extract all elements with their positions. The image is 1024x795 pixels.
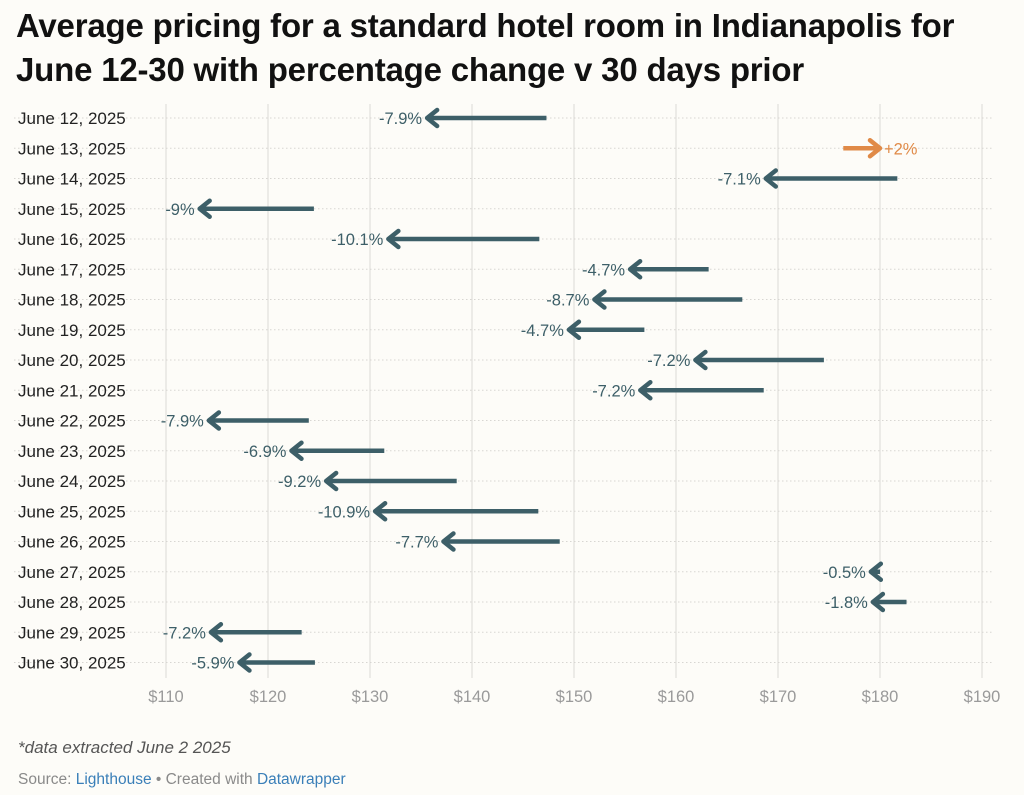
arrow-head bbox=[323, 470, 339, 492]
row-label: June 30, 2025 bbox=[18, 654, 126, 673]
arrow-head bbox=[237, 652, 252, 673]
decrease-arrow bbox=[289, 440, 385, 461]
x-tick-label: $110 bbox=[148, 688, 183, 706]
arrow-head bbox=[386, 228, 401, 250]
decrease-arrow bbox=[870, 591, 907, 613]
arrow-head bbox=[868, 561, 884, 582]
x-tick-label: $130 bbox=[352, 688, 389, 706]
row-label: June 26, 2025 bbox=[18, 533, 126, 552]
decrease-arrow bbox=[208, 622, 302, 643]
row-label: June 16, 2025 bbox=[18, 230, 126, 249]
change-label: -10.9% bbox=[318, 503, 371, 521]
arrow-head bbox=[627, 259, 643, 280]
x-tick-label: $160 bbox=[658, 688, 695, 706]
decrease-arrow bbox=[323, 470, 457, 492]
row-label: June 17, 2025 bbox=[18, 260, 126, 279]
datawrapper-link[interactable]: Datawrapper bbox=[256, 771, 346, 788]
arrow-head bbox=[208, 622, 224, 643]
change-label: -9% bbox=[165, 201, 195, 219]
change-label: +2% bbox=[884, 140, 918, 158]
row-label: June 27, 2025 bbox=[18, 563, 126, 582]
arrow-head bbox=[763, 168, 779, 189]
price-arrows bbox=[197, 107, 907, 673]
row-label: June 13, 2025 bbox=[18, 139, 126, 158]
change-label: -8.7% bbox=[546, 292, 589, 310]
arrow-head bbox=[372, 501, 388, 522]
change-label: -7.7% bbox=[395, 534, 438, 552]
arrow-head bbox=[566, 319, 582, 340]
increase-arrow bbox=[843, 138, 883, 159]
arrow-head bbox=[197, 198, 212, 219]
row-label: June 20, 2025 bbox=[18, 351, 126, 370]
change-label: -5.9% bbox=[191, 655, 234, 673]
arrow-head bbox=[424, 107, 440, 129]
row-label: June 19, 2025 bbox=[18, 321, 126, 340]
change-label: -4.7% bbox=[582, 261, 625, 279]
decrease-arrow bbox=[372, 501, 539, 522]
change-label: -4.7% bbox=[521, 322, 564, 340]
decrease-arrow bbox=[424, 107, 547, 129]
decrease-arrow bbox=[693, 349, 824, 371]
change-label: -1.8% bbox=[825, 594, 868, 612]
source-link[interactable]: Lighthouse bbox=[75, 771, 152, 788]
change-label: -7.9% bbox=[379, 110, 422, 128]
row-dividers bbox=[14, 117, 994, 663]
row-label: June 25, 2025 bbox=[18, 502, 126, 521]
row-label: June 29, 2025 bbox=[18, 623, 126, 642]
row-label: June 23, 2025 bbox=[18, 442, 126, 461]
arrow-chart: $110 $120 $130 $140 $150 $160 $170 $180 $190 Jun… bbox=[14, 104, 1000, 706]
source-prefix: Source: bbox=[18, 771, 76, 788]
row-label: June 14, 2025 bbox=[18, 170, 126, 189]
decrease-arrow bbox=[237, 652, 315, 673]
source-line: Source: Lighthouse • Created with Datawr… bbox=[18, 771, 346, 789]
decrease-arrow bbox=[206, 410, 309, 431]
x-tick-label: $140 bbox=[454, 688, 491, 706]
change-label: -10.1% bbox=[331, 231, 384, 249]
arrow-head bbox=[289, 440, 304, 461]
arrow-head bbox=[592, 289, 607, 310]
arrow-head bbox=[206, 410, 222, 431]
arrow-head bbox=[693, 349, 708, 371]
decrease-arrow bbox=[763, 168, 898, 189]
change-label: -6.9% bbox=[243, 443, 286, 461]
decrease-arrow bbox=[638, 380, 764, 401]
row-labels: June 12, 2025 June 13, 2025 June 14, 2025 J… bbox=[18, 109, 126, 673]
row-label: June 21, 2025 bbox=[18, 381, 126, 400]
decrease-arrow bbox=[627, 259, 709, 280]
change-label: -7.2% bbox=[163, 624, 206, 642]
change-label: -7.2% bbox=[592, 382, 635, 400]
change-label: -7.1% bbox=[718, 171, 761, 189]
change-labels: -7.9% +2% -7.1% -9% -10.1% -4.7% -8.7% -4.7% -7.… bbox=[161, 110, 918, 673]
arrow-head bbox=[870, 591, 886, 613]
x-tick-label: $180 bbox=[862, 688, 899, 706]
row-label: June 28, 2025 bbox=[18, 593, 126, 612]
change-label: -9.2% bbox=[278, 473, 321, 491]
change-label: -7.2% bbox=[647, 352, 690, 370]
decrease-arrow bbox=[386, 228, 540, 250]
change-label: -0.5% bbox=[823, 564, 866, 582]
row-label: June 18, 2025 bbox=[18, 291, 126, 310]
row-label: June 12, 2025 bbox=[18, 109, 126, 128]
row-label: June 24, 2025 bbox=[18, 472, 126, 491]
x-tick-label: $150 bbox=[556, 688, 593, 706]
decrease-arrow bbox=[197, 198, 314, 219]
x-tick-label: $190 bbox=[964, 688, 1001, 706]
row-label: June 15, 2025 bbox=[18, 200, 126, 219]
x-axis-ticks: $110 $120 $130 $140 $150 $160 $170 $180 $190 bbox=[148, 688, 1000, 706]
x-tick-label: $120 bbox=[250, 688, 287, 706]
row-label: June 22, 2025 bbox=[18, 412, 126, 431]
decrease-arrow bbox=[868, 561, 884, 582]
chart-title: Average pricing for a standard hotel roo… bbox=[16, 7, 955, 88]
source-separator: • Created with bbox=[151, 771, 257, 788]
grid-lines bbox=[165, 104, 983, 678]
arrow-head bbox=[441, 531, 456, 552]
decrease-arrow bbox=[441, 531, 560, 552]
decrease-arrow bbox=[592, 289, 743, 310]
footnote: *data extracted June 2 2025 bbox=[18, 738, 231, 757]
arrow-head bbox=[867, 138, 883, 159]
change-label: -7.9% bbox=[161, 413, 204, 431]
decrease-arrow bbox=[566, 319, 645, 340]
x-tick-label: $170 bbox=[760, 688, 797, 706]
arrow-head bbox=[638, 380, 653, 401]
